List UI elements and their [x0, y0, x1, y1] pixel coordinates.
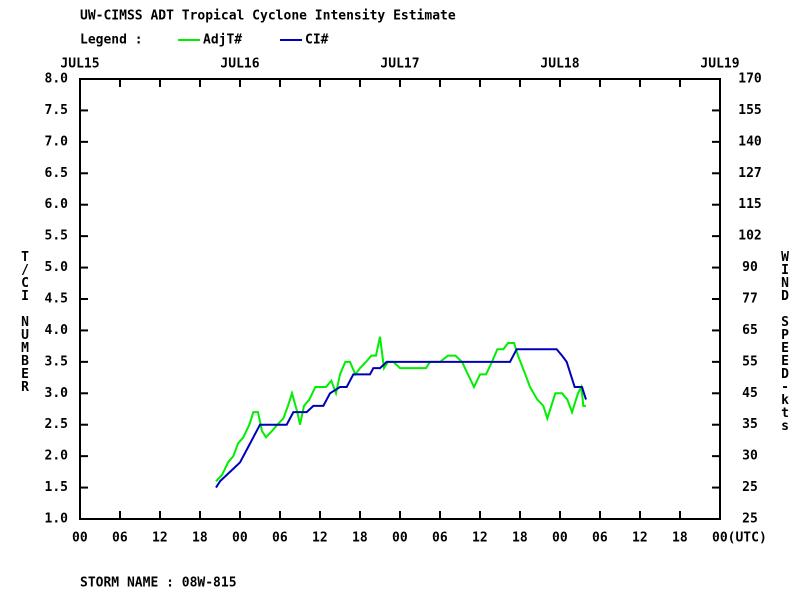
y2-tick-label: 55	[742, 354, 758, 369]
x-tick-label: 12	[632, 531, 648, 546]
x2-tick-label: JUL18	[540, 57, 579, 72]
x-tick-label: 06	[272, 531, 288, 546]
y2-tick-label: 35	[742, 417, 758, 432]
x-tick-label: 00	[392, 531, 408, 546]
y-tick-label: 7.0	[45, 134, 69, 149]
x-tick-label: 12	[152, 531, 168, 546]
y-tick-label: 6.5	[45, 166, 68, 181]
y2-tick-label: 25	[742, 480, 758, 495]
y2-tick-label: 30	[742, 449, 758, 464]
x2-tick-label: JUL19	[700, 57, 739, 72]
x2-tick-label: JUL17	[380, 57, 419, 72]
legend-label: AdjT#	[203, 33, 242, 48]
y-tick-label: 3.5	[45, 354, 68, 369]
y2-tick-label: 102	[738, 229, 761, 244]
y-tick-label: 4.5	[45, 292, 68, 307]
series-line	[215, 336, 586, 482]
x-tick-label: 00	[232, 531, 248, 546]
y2-tick-label: 90	[742, 260, 758, 275]
x2-tick-label: JUL16	[220, 57, 259, 72]
y2-axis-label: WIND SPEED-kts	[778, 250, 793, 432]
y-tick-label: 2.5	[45, 417, 68, 432]
y-tick-label: 5.5	[45, 229, 68, 244]
y-tick-label: 7.5	[45, 103, 68, 118]
y-axis-label: T/CI NUMBER	[18, 250, 33, 393]
x-tick-label: 00(UTC)	[712, 531, 767, 546]
y-tick-label: 2.0	[45, 449, 69, 464]
y-tick-label: 1.0	[45, 512, 69, 527]
chart-title: UW-CIMSS ADT Tropical Cyclone Intensity …	[80, 9, 456, 24]
y2-tick-label: 127	[738, 166, 761, 181]
x-tick-label: 06	[112, 531, 128, 546]
x-tick-label: 06	[592, 531, 608, 546]
x-tick-label: 18	[512, 531, 528, 546]
legend-label: CI#	[305, 33, 329, 48]
x-tick-label: 18	[352, 531, 368, 546]
x-tick-label: 18	[192, 531, 208, 546]
y-tick-label: 4.0	[45, 323, 69, 338]
y-tick-label: 5.0	[45, 260, 69, 275]
y-tick-label: 3.0	[45, 386, 69, 401]
y-tick-label: 6.0	[45, 197, 69, 212]
x-tick-label: 12	[472, 531, 488, 546]
x2-tick-label: JUL15	[60, 57, 99, 72]
y2-tick-label: 155	[738, 103, 761, 118]
footer: STORM NAME : 08W-815	[80, 576, 237, 591]
y2-tick-label: 140	[738, 134, 762, 149]
x-tick-label: 00	[72, 531, 88, 546]
y-tick-label: 8.0	[45, 72, 69, 87]
legend-title: Legend :	[80, 33, 143, 48]
y2-tick-label: 25	[742, 512, 758, 527]
series-line	[215, 348, 587, 489]
x-tick-label: 00	[552, 531, 568, 546]
y2-tick-label: 77	[742, 292, 758, 307]
y2-tick-label: 170	[738, 72, 762, 87]
y2-tick-label: 65	[742, 323, 758, 338]
x-tick-label: 06	[432, 531, 448, 546]
y2-tick-label: 115	[738, 197, 761, 212]
y2-tick-label: 45	[742, 386, 758, 401]
y-tick-label: 1.5	[45, 480, 68, 495]
x-tick-label: 12	[312, 531, 328, 546]
x-tick-label: 18	[672, 531, 688, 546]
